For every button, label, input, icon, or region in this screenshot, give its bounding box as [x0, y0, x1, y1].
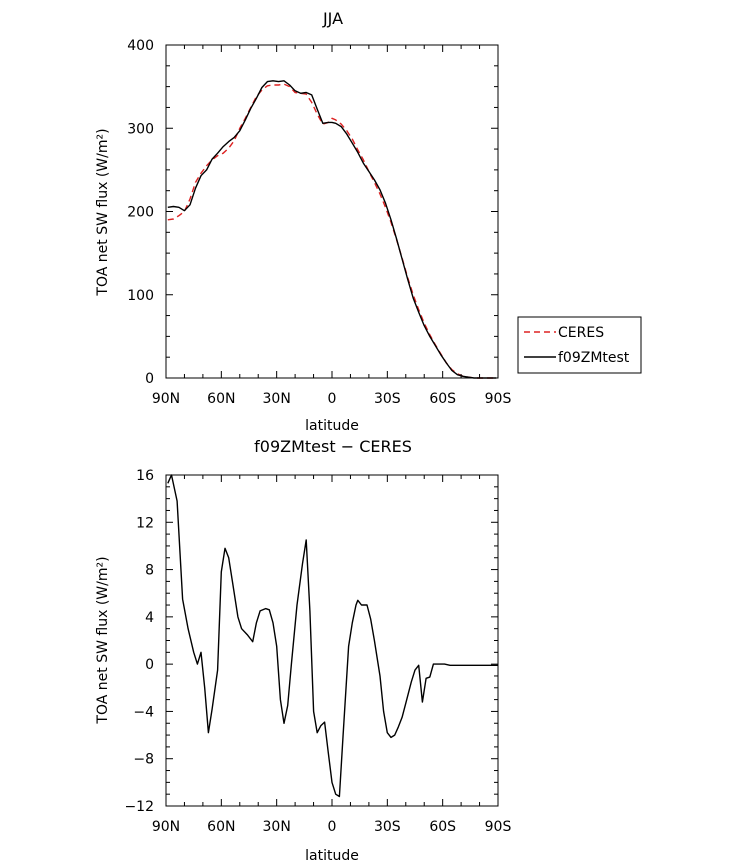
chart-bottom-xtick-label: 30N	[263, 819, 291, 835]
chart-top-series-line-ceres	[167, 83, 497, 379]
chart-bottom-title: f09ZMtest − CERES	[254, 437, 412, 456]
chart-top-ytick-label: 100	[127, 288, 154, 304]
chart-bottom-series-line-difference	[167, 474, 498, 798]
chart-bottom-xtick-label: 0	[328, 819, 337, 835]
chart-top-ticks: 0 100 200 300 400 90N 60N 30N 0 30S 60S 90S	[127, 38, 511, 407]
chart-bottom-plot-area	[167, 474, 498, 798]
legend-label-f09zmtest: f09ZMtest	[558, 350, 630, 366]
chart-top-xtick-label: 30N	[263, 391, 291, 407]
chart-bottom-xtick-label: 90S	[485, 819, 512, 835]
chart-top-ytick-label: 0	[145, 371, 154, 387]
chart-top-y-axis-label: TOA net SW flux (W/m²)	[95, 128, 111, 296]
chart-bottom-xtick-label: 30S	[374, 819, 401, 835]
chart-bottom-xtick-label: 60S	[429, 819, 456, 835]
chart-top-xtick-label: 30S	[374, 391, 401, 407]
chart-top-legend: CERES f09ZMtest	[517, 316, 642, 374]
chart-top-series-line-f09zmtest	[167, 80, 497, 379]
chart-bottom-ytick-label: 4	[145, 610, 154, 626]
chart-bottom-xtick-label: 90N	[152, 819, 180, 835]
chart-top-x-axis-label: latitude	[305, 418, 359, 434]
chart-top-ytick-label: 200	[127, 205, 154, 221]
chart-top-frame	[165, 44, 499, 379]
legend-box	[517, 316, 642, 374]
chart-bottom-ytick-label: 8	[145, 563, 154, 579]
chart-bottom-ytick-label: −4	[133, 704, 154, 720]
chart-top-plot-area	[167, 80, 497, 379]
chart-bottom-ytick-label: 0	[145, 657, 154, 673]
chart-bottom-ytick-label: 12	[136, 515, 154, 531]
chart-bottom: f09ZMtest − CERES −12 −8 −4 0 4 8 12 16 90N 60N 30…	[95, 437, 511, 864]
chart-bottom-x-axis-label: latitude	[305, 848, 359, 864]
chart-top-xtick-label: 0	[328, 391, 337, 407]
chart-top-xtick-label: 60N	[207, 391, 235, 407]
chart-top-xtick-label: 90S	[485, 391, 512, 407]
chart-top: JJA 0 100 200 300 400 90N 60N 30N 0 30S 60S 90S lat…	[95, 9, 642, 434]
chart-bottom-ytick-label: −12	[124, 799, 154, 815]
chart-bottom-ytick-label: 16	[136, 468, 154, 484]
chart-top-ytick-label: 300	[127, 121, 154, 137]
chart-bottom-xtick-label: 60N	[207, 819, 235, 835]
legend-label-ceres: CERES	[558, 325, 604, 341]
chart-bottom-frame	[165, 474, 499, 807]
chart-top-title: JJA	[322, 9, 343, 28]
chart-bottom-ytick-label: −8	[133, 752, 154, 768]
chart-top-xtick-label: 60S	[429, 391, 456, 407]
chart-bottom-ticks: −12 −8 −4 0 4 8 12 16 90N 60N 30N 0 30S 60S 90S	[124, 468, 511, 835]
chart-top-ytick-label: 400	[127, 38, 154, 54]
chart-top-xtick-label: 90N	[152, 391, 180, 407]
chart-bottom-y-axis-label: TOA net SW flux (W/m²)	[95, 556, 111, 724]
